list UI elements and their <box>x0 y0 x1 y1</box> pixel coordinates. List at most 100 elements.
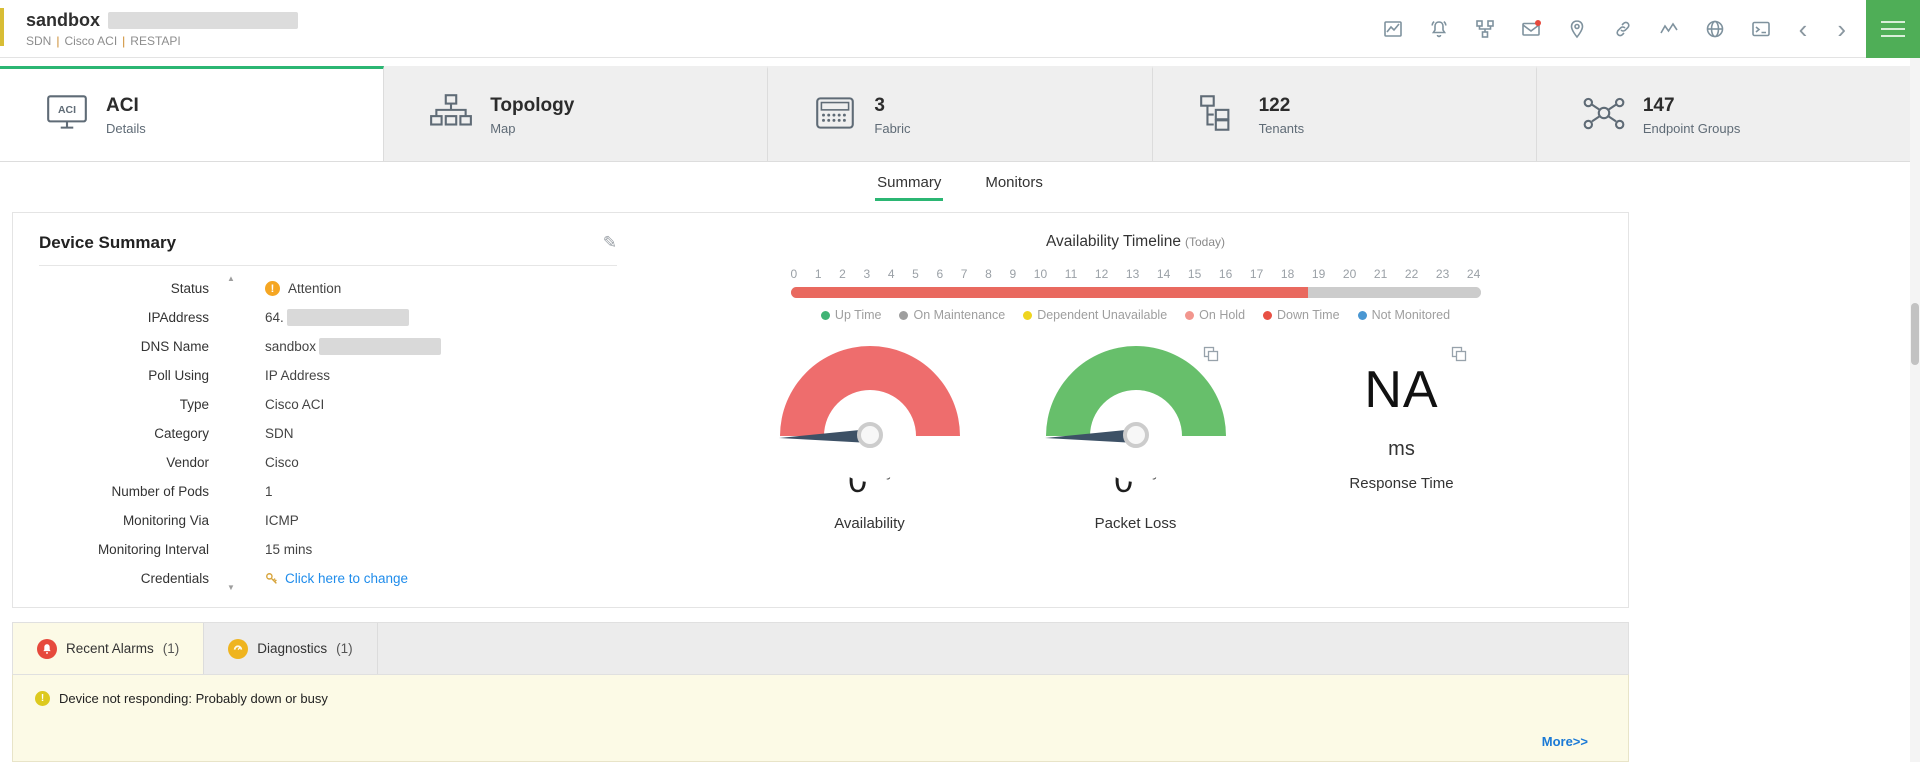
breadcrumb-part: SDN <box>26 33 52 48</box>
field-label: DNS Name <box>140 339 209 354</box>
field-label: Monitoring Interval <box>97 542 209 557</box>
device-summary-row: Monitoring Interval 15 mins <box>39 535 617 564</box>
timeline-tick: 9 <box>1009 267 1017 281</box>
availability-title: Availability Timeline (Today) <box>1046 233 1225 250</box>
page-scrollbar[interactable] <box>1910 58 1920 762</box>
image-chart-icon[interactable] <box>1383 19 1403 39</box>
tab-recent-alarms[interactable]: Recent Alarms (1) <box>13 623 205 674</box>
device-summary-panel: Device Summary ✎ ▲ ▼ Status! Attention IPA… <box>13 213 643 607</box>
field-label: Monitoring Via <box>122 513 209 528</box>
availability-timeline: 0 1 2 3 4 5 6 7 8 9 10 11 12 13 14 15 16 17 18 19 20 21 22 23 24… <box>790 267 1481 322</box>
menu-icon[interactable] <box>1866 0 1920 58</box>
device-summary-row: Credentials Click here to change <box>39 564 617 593</box>
timeline-tick: 14 <box>1156 267 1171 281</box>
summary-panel: Device Summary ✎ ▲ ▼ Status! Attention IPA… <box>12 212 1629 608</box>
gauge-label: Availability <box>834 515 905 532</box>
device-summary-row: Vendor Cisco <box>39 448 617 477</box>
field-label: Poll Using <box>148 368 209 383</box>
timeline-tick: 6 <box>936 267 944 281</box>
field-value: SDN <box>265 426 294 441</box>
export-icon[interactable] <box>1451 346 1467 367</box>
redacted-text <box>286 309 409 326</box>
gauge-label: Packet Loss <box>1094 515 1177 532</box>
timeline-tick: 4 <box>887 267 895 281</box>
nav-card-tenants[interactable]: 122 Tenants <box>1152 66 1537 161</box>
timeline-tick: 8 <box>985 267 992 281</box>
nav-cards: ACI ACI Details Topology Map 3 Fabric 12… <box>0 66 1920 162</box>
device-summary-row: Monitoring Via ICMP <box>39 506 617 535</box>
legend-item: Up Time <box>820 308 881 322</box>
more-link[interactable]: More>> <box>1541 734 1588 749</box>
topology-icon <box>428 92 474 139</box>
device-summary-row: Status! Attention <box>39 274 617 303</box>
breadcrumb-separator: | <box>122 33 126 48</box>
nav-card-subtitle: Details <box>106 120 146 136</box>
aci-monitor-icon: ACI <box>44 92 90 139</box>
field-label: Type <box>179 397 209 412</box>
nav-card-value: 147 <box>1642 94 1675 116</box>
tab-summary[interactable]: Summary <box>875 165 944 201</box>
timeline-tick: 21 <box>1373 267 1388 281</box>
tab-monitors[interactable]: Monitors <box>985 174 1043 191</box>
tab-label: Diagnostics <box>257 641 328 656</box>
legend-dot <box>1185 310 1195 320</box>
scrollbar-thumb[interactable] <box>1911 303 1919 365</box>
endpoint-groups-icon <box>1581 92 1627 139</box>
device-summary-title: Device Summary <box>39 233 177 252</box>
timeline-tick: 17 <box>1249 267 1264 281</box>
nav-card-subtitle: Map <box>490 120 516 136</box>
timeline-tick: 3 <box>863 267 871 281</box>
scroll-up-icon[interactable]: ▲ <box>227 274 235 283</box>
field-value: IP Address <box>265 368 331 383</box>
chevron-right-icon[interactable]: › <box>1837 13 1846 44</box>
nav-card-endpoint-groups[interactable]: 147 Endpoint Groups <box>1536 66 1920 161</box>
timeline-tick: 20 <box>1342 267 1357 281</box>
tab-diagnostics[interactable]: Diagnostics (1) <box>204 623 378 674</box>
edit-icon[interactable]: ✎ <box>602 233 617 252</box>
nav-card-fabric[interactable]: 3 Fabric <box>768 66 1153 161</box>
alarms-tabstrip: Recent Alarms (1) Diagnostics (1) <box>12 622 1629 674</box>
availability-gauge-arc <box>778 346 960 482</box>
device-summary-fields: ▲ ▼ Status! Attention IPAddress 64. DNS Name… <box>39 274 617 593</box>
sub-tabs: Summary Monitors <box>0 162 1920 204</box>
mail-icon[interactable] <box>1521 19 1541 39</box>
breadcrumb-part: Cisco ACI <box>64 33 118 48</box>
alarm-bell-icon[interactable] <box>1429 19 1449 39</box>
legend-dot <box>1263 310 1273 320</box>
credentials-change-link[interactable]: Click here to change <box>285 571 409 586</box>
gauge-needle <box>778 429 870 443</box>
redacted-text <box>319 338 442 355</box>
svg-text:ACI: ACI <box>58 105 76 116</box>
alarms-content: ! Device not responding: Probably down o… <box>12 674 1629 762</box>
timeline-tick: 19 <box>1311 267 1326 281</box>
sparkline-icon[interactable] <box>1659 19 1679 39</box>
field-value: 64. <box>209 309 409 326</box>
timeline-tick: 5 <box>912 267 919 281</box>
device-summary-row: Poll Using IP Address <box>39 361 617 390</box>
link-icon[interactable] <box>1613 19 1633 39</box>
timeline-tick: 23 <box>1435 267 1450 281</box>
workflow-icon[interactable] <box>1475 19 1495 39</box>
nav-card-aci-details[interactable]: ACI ACI Details <box>0 66 385 161</box>
timeline-tick: 1 <box>814 267 822 281</box>
fields-scrollbar[interactable]: ▲ ▼ <box>225 274 237 593</box>
breadcrumb: SDN | Cisco ACI | RESTAPI <box>26 34 298 48</box>
nav-card-topology-map[interactable]: Topology Map <box>384 66 769 161</box>
chevron-left-icon[interactable]: ‹ <box>1798 13 1808 44</box>
tab-label: Recent Alarms <box>66 641 154 656</box>
terminal-icon[interactable] <box>1751 19 1771 39</box>
device-summary-row: Type Cisco ACI <box>39 390 617 419</box>
warning-icon: ! <box>35 691 50 706</box>
response-time-block: NA ms Response Time <box>1297 346 1507 492</box>
tenants-icon <box>1197 92 1243 139</box>
location-pin-icon[interactable] <box>1567 19 1587 39</box>
scroll-down-icon[interactable]: ▼ <box>227 583 235 592</box>
timeline-tick: 2 <box>839 267 846 281</box>
device-summary-row: DNS Name sandbox <box>39 332 617 361</box>
device-summary-row: Category SDN <box>39 419 617 448</box>
export-icon[interactable] <box>1203 346 1219 367</box>
globe-icon[interactable] <box>1705 19 1725 39</box>
packet-loss-gauge: 0 % Packet Loss <box>1031 346 1241 532</box>
timeline-tick: 12 <box>1094 267 1109 281</box>
gauge-needle <box>1044 429 1136 443</box>
